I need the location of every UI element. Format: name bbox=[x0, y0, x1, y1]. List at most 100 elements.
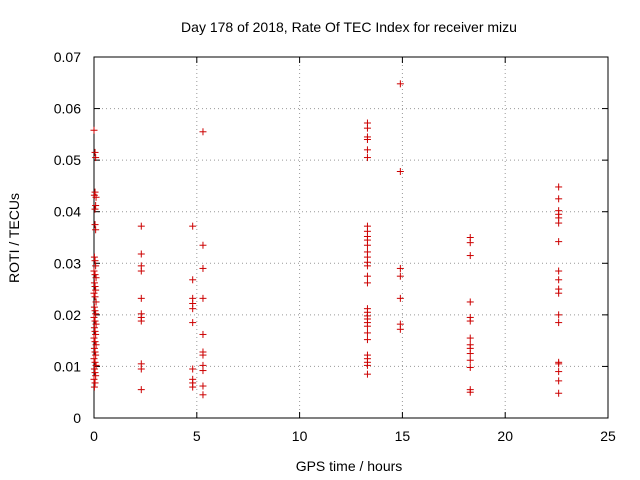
data-point bbox=[90, 355, 98, 363]
data-point bbox=[92, 372, 100, 380]
data-point bbox=[90, 334, 98, 342]
data-point bbox=[555, 360, 563, 368]
x-tick-label: 20 bbox=[497, 428, 513, 444]
data-point bbox=[92, 286, 100, 294]
data-point bbox=[137, 267, 145, 275]
data-point bbox=[199, 367, 207, 375]
data-point bbox=[90, 324, 98, 332]
data-point bbox=[555, 389, 563, 397]
data-point bbox=[137, 294, 145, 302]
data-point bbox=[199, 294, 207, 302]
data-point bbox=[466, 252, 474, 260]
data-point bbox=[90, 365, 98, 373]
data-point bbox=[91, 271, 99, 279]
data-point bbox=[199, 382, 207, 390]
data-point bbox=[92, 154, 100, 162]
data-point bbox=[92, 193, 100, 201]
data-point bbox=[137, 250, 145, 258]
data-point bbox=[92, 262, 100, 270]
data-point bbox=[92, 351, 100, 359]
data-point bbox=[199, 128, 207, 136]
data-point bbox=[555, 368, 563, 376]
y-tick-label: 0.03 bbox=[54, 255, 81, 271]
data-point bbox=[363, 279, 371, 287]
data-point bbox=[466, 388, 474, 396]
data-point bbox=[555, 377, 563, 385]
data-point bbox=[363, 336, 371, 344]
x-tick-label: 10 bbox=[292, 428, 308, 444]
data-point bbox=[363, 361, 371, 369]
y-tick-label: 0.05 bbox=[54, 152, 81, 168]
data-point bbox=[91, 293, 99, 301]
data-point bbox=[137, 222, 145, 230]
data-point bbox=[396, 272, 404, 280]
data-point bbox=[363, 154, 371, 162]
x-tick-label: 15 bbox=[395, 428, 411, 444]
data-point bbox=[466, 317, 474, 325]
x-tick-label: 25 bbox=[600, 428, 616, 444]
data-point bbox=[199, 241, 207, 249]
data-point bbox=[466, 363, 474, 371]
data-point bbox=[137, 317, 145, 325]
data-point bbox=[555, 238, 563, 246]
data-point bbox=[363, 136, 371, 144]
data-point bbox=[92, 226, 100, 234]
data-point bbox=[92, 330, 100, 338]
data-point bbox=[91, 379, 99, 387]
data-point bbox=[555, 289, 563, 297]
data-point bbox=[90, 253, 98, 261]
data-point bbox=[555, 319, 563, 327]
data-point bbox=[90, 279, 98, 287]
data-point bbox=[396, 167, 404, 175]
data-point bbox=[91, 188, 99, 196]
data-point bbox=[555, 183, 563, 191]
y-axis-label: ROTI / TECUs bbox=[6, 193, 22, 283]
data-point bbox=[466, 298, 474, 306]
data-point bbox=[90, 267, 98, 275]
data-point bbox=[189, 383, 197, 391]
data-point bbox=[189, 319, 197, 327]
y-tick-label: 0.01 bbox=[54, 358, 81, 374]
data-point bbox=[555, 311, 563, 319]
data-point bbox=[466, 334, 474, 342]
data-point bbox=[199, 264, 207, 272]
x-tick-label: 5 bbox=[193, 428, 201, 444]
data-point bbox=[91, 369, 99, 377]
data-point bbox=[91, 221, 99, 229]
data-point bbox=[91, 257, 99, 265]
data-point bbox=[199, 391, 207, 399]
data-point bbox=[466, 239, 474, 247]
data-point bbox=[92, 361, 100, 369]
data-point bbox=[92, 298, 100, 306]
data-point bbox=[363, 322, 371, 330]
data-point bbox=[396, 80, 404, 88]
data-point bbox=[199, 330, 207, 338]
data-point bbox=[92, 202, 100, 210]
data-point bbox=[396, 264, 404, 272]
data-point bbox=[137, 365, 145, 373]
data-point bbox=[189, 365, 197, 373]
x-tick-label: 0 bbox=[90, 428, 98, 444]
data-point bbox=[189, 276, 197, 284]
data-point bbox=[363, 146, 371, 154]
data-point bbox=[363, 370, 371, 378]
data-point bbox=[555, 276, 563, 284]
grid-lines bbox=[94, 57, 608, 418]
data-point bbox=[90, 303, 98, 311]
data-point bbox=[363, 241, 371, 249]
data-point bbox=[92, 320, 100, 328]
data-point bbox=[91, 148, 99, 156]
data-point bbox=[92, 310, 100, 318]
data-point bbox=[91, 327, 99, 335]
data-point bbox=[396, 325, 404, 333]
data-point bbox=[137, 386, 145, 394]
y-tick-label: 0.04 bbox=[54, 204, 81, 220]
data-point bbox=[363, 272, 371, 280]
data-point bbox=[90, 313, 98, 321]
data-point bbox=[90, 344, 98, 352]
data-point bbox=[92, 341, 100, 349]
data-point bbox=[91, 358, 99, 366]
data-point bbox=[363, 329, 371, 337]
data-point bbox=[90, 126, 98, 134]
